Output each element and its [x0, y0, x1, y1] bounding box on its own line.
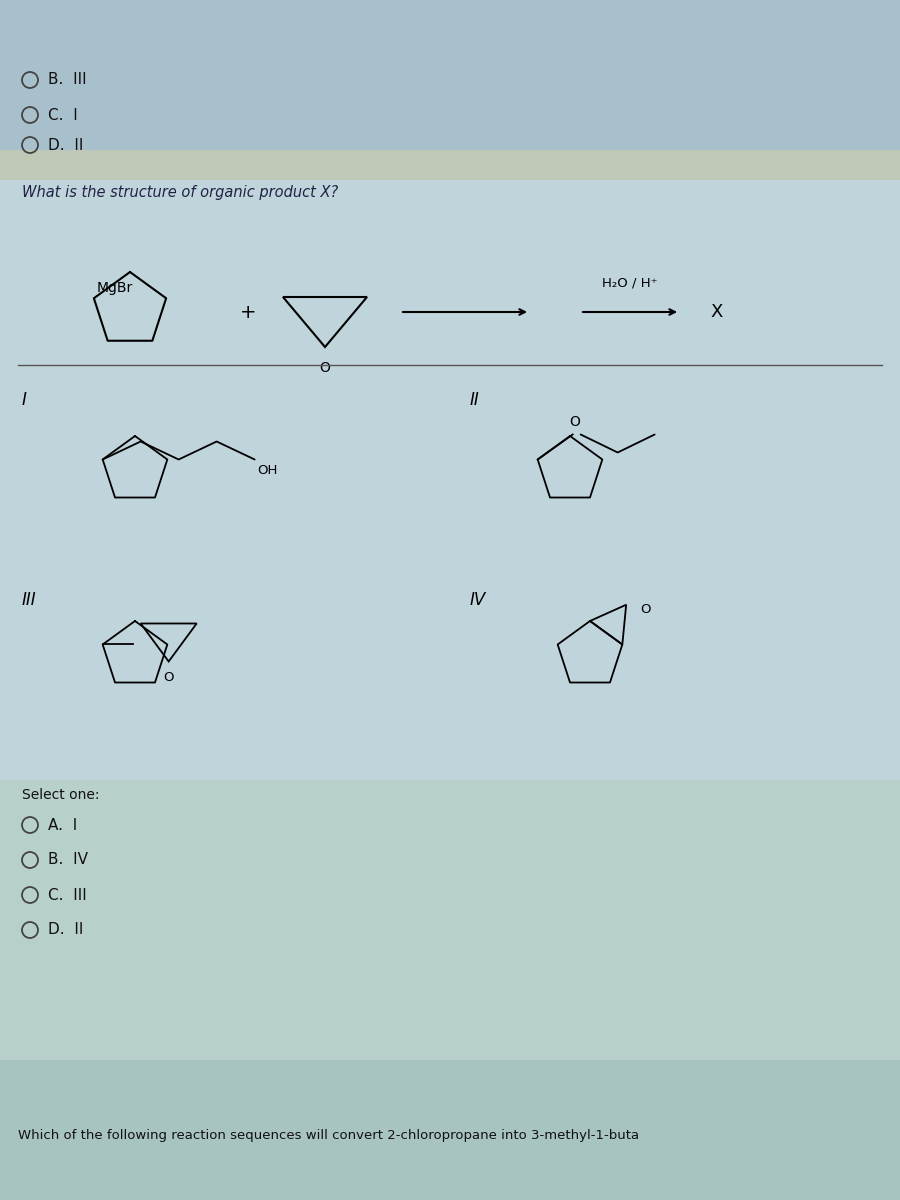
Text: A.  I: A. I: [48, 817, 77, 833]
Text: MgBr: MgBr: [97, 281, 133, 295]
Text: +: +: [239, 302, 256, 322]
Text: Select one:: Select one:: [22, 788, 100, 802]
Text: O: O: [320, 361, 330, 374]
Text: C.  III: C. III: [48, 888, 86, 902]
Text: B.  III: B. III: [48, 72, 86, 88]
Text: IV: IV: [470, 590, 486, 608]
Text: D.  II: D. II: [48, 138, 84, 152]
Text: O: O: [640, 604, 651, 617]
Text: H₂O / H⁺: H₂O / H⁺: [602, 277, 658, 290]
Text: Which of the following reaction sequences will convert 2-chloropropane into 3-me: Which of the following reaction sequence…: [18, 1128, 639, 1141]
Text: C.  I: C. I: [48, 108, 77, 122]
Text: O: O: [164, 672, 174, 684]
Text: O: O: [569, 415, 580, 430]
Bar: [0, 150, 900, 180]
Text: B.  IV: B. IV: [48, 852, 88, 868]
Text: I: I: [22, 391, 27, 409]
Text: III: III: [22, 590, 37, 608]
Text: OH: OH: [257, 464, 278, 478]
Bar: [0, 0, 900, 150]
Bar: [0, 780, 900, 1060]
Text: II: II: [470, 391, 480, 409]
Bar: [0, 1060, 900, 1200]
Text: What is the structure of organic product X?: What is the structure of organic product…: [22, 185, 338, 199]
Bar: [0, 180, 900, 780]
Text: D.  II: D. II: [48, 923, 84, 937]
Text: X: X: [710, 302, 723, 320]
